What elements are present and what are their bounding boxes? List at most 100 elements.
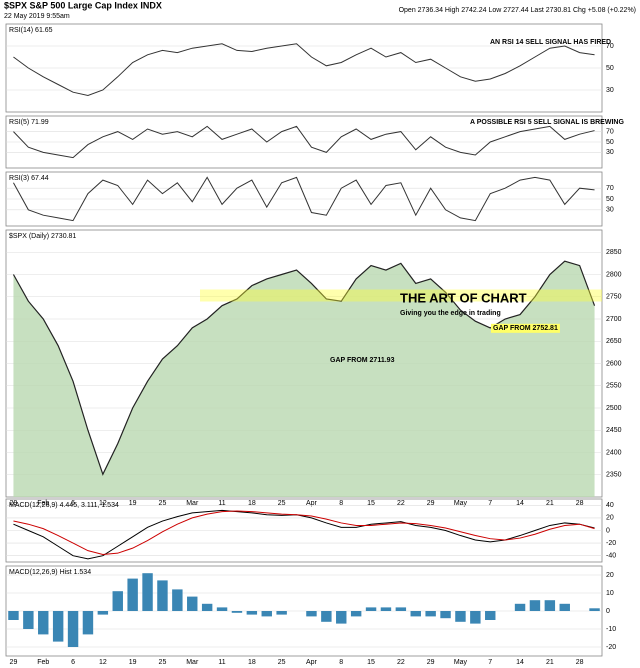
y-tick-label: 2700 — [606, 316, 622, 323]
y-tick-label: 30 — [606, 87, 614, 94]
x-tick-label: Mar — [186, 500, 199, 507]
x-tick-label: 22 — [397, 659, 405, 666]
y-tick-label: 20 — [606, 572, 614, 579]
y-tick-label: 0 — [606, 527, 610, 534]
y-tick-label: 2500 — [606, 405, 622, 412]
x-tick-label: 18 — [248, 659, 256, 666]
bar — [559, 603, 570, 611]
price-area — [13, 261, 595, 497]
panel-title: RSI(5) 71.99 — [9, 119, 49, 126]
y-tick-label: -20 — [606, 540, 616, 547]
y-tick-label: 2450 — [606, 427, 622, 434]
y-tick-label: 30 — [606, 149, 614, 156]
x-tick-label: 12 — [99, 659, 107, 666]
bar — [589, 608, 600, 611]
symbol: $SPX S&P 500 Large Cap Index INDX — [4, 0, 162, 10]
bar — [321, 611, 332, 622]
bar — [455, 611, 466, 622]
y-tick-label: 0 — [606, 608, 610, 615]
bar — [336, 611, 347, 624]
x-tick-label: 19 — [129, 500, 137, 507]
y-tick-label: 40 — [606, 502, 614, 509]
bar — [276, 611, 287, 615]
x-tick-label: 14 — [516, 500, 524, 507]
x-tick-label: 11 — [218, 500, 225, 507]
y-tick-label: 2350 — [606, 472, 622, 479]
bar — [82, 611, 94, 635]
annotation: A POSSIBLE RSI 5 SELL SIGNAL IS BREWING — [470, 119, 624, 126]
y-tick-label: 20 — [606, 515, 614, 522]
x-tick-label: 8 — [339, 500, 343, 507]
bar — [8, 611, 19, 620]
x-tick-label: 29 — [10, 659, 18, 666]
x-tick-label: 21 — [546, 500, 554, 507]
line — [13, 510, 595, 555]
x-tick-label: 8 — [339, 659, 343, 666]
bar — [529, 600, 541, 611]
price-line — [12, 260, 596, 476]
bar — [187, 596, 198, 611]
panel-title: MACD(12,26,9) Hist 1.534 — [9, 569, 91, 576]
y-tick-label: 70 — [606, 185, 614, 192]
x-tick-label: 29 — [10, 500, 18, 507]
bar — [127, 578, 138, 611]
bar — [97, 611, 109, 615]
x-tick-label: 25 — [278, 500, 286, 507]
bar — [216, 607, 228, 611]
panel-title: MACD(12,26,9) 4.445, 3.111, 1.534 — [9, 502, 119, 509]
x-tick-label: 7 — [488, 659, 492, 666]
x-tick-label: 14 — [516, 659, 524, 666]
line — [13, 43, 595, 97]
bar — [350, 611, 362, 617]
bar — [112, 591, 123, 611]
bar — [306, 611, 317, 617]
annotation: THE ART OF CHART — [400, 290, 527, 305]
bar — [514, 603, 526, 611]
bar — [142, 573, 153, 611]
x-tick-label: Apr — [306, 500, 318, 507]
bar — [425, 611, 436, 617]
bar — [231, 611, 243, 613]
bar — [38, 611, 49, 635]
x-tick-label: 15 — [367, 659, 375, 666]
y-tick-label: 70 — [606, 128, 614, 135]
y-tick-label: 2600 — [606, 360, 622, 367]
x-tick-label: 7 — [488, 500, 492, 507]
x-tick-label: 15 — [367, 500, 375, 507]
x-tick-label: 22 — [397, 500, 405, 507]
y-tick-label: -10 — [606, 626, 616, 633]
x-tick-label: 18 — [248, 500, 256, 507]
quote: Open 2736.34 High 2742.24 Low 2727.44 La… — [399, 7, 636, 14]
y-tick-label: -40 — [606, 553, 616, 560]
y-tick-label: 2800 — [606, 271, 622, 278]
line — [13, 125, 595, 159]
y-tick-label: 2400 — [606, 449, 622, 456]
annotation: GAP FROM 2752.81 — [493, 325, 558, 332]
x-tick-label: 29 — [427, 500, 435, 507]
panel-title: RSI(3) 67.44 — [9, 175, 49, 182]
x-tick-label: 29 — [427, 659, 435, 666]
y-tick-label: 10 — [606, 590, 614, 597]
bar — [246, 611, 258, 615]
x-tick-label: Apr — [306, 659, 318, 666]
x-tick-label: 25 — [159, 500, 167, 507]
annotation: AN RSI 14 SELL SIGNAL HAS FIRED — [490, 39, 611, 46]
x-tick-label: 12 — [99, 500, 107, 507]
x-tick-label: 25 — [278, 659, 286, 666]
panel-title: $SPX (Daily) 2730.81 — [9, 233, 76, 240]
y-tick-label: 50 — [606, 196, 614, 203]
y-tick-label: 2850 — [606, 249, 622, 256]
bar — [470, 611, 481, 624]
bar — [410, 611, 421, 617]
annotation: Giving you the edge in trading — [400, 310, 501, 317]
bar — [485, 611, 496, 620]
date: 22 May 2019 9:55am — [4, 13, 70, 20]
annotation-bg — [491, 323, 560, 333]
x-tick-label: 6 — [71, 659, 75, 666]
bar — [440, 611, 451, 619]
y-tick-label: 2550 — [606, 383, 622, 390]
x-tick-label: 11 — [218, 659, 225, 666]
y-tick-label: 50 — [606, 65, 614, 72]
y-tick-label: -20 — [606, 644, 616, 651]
